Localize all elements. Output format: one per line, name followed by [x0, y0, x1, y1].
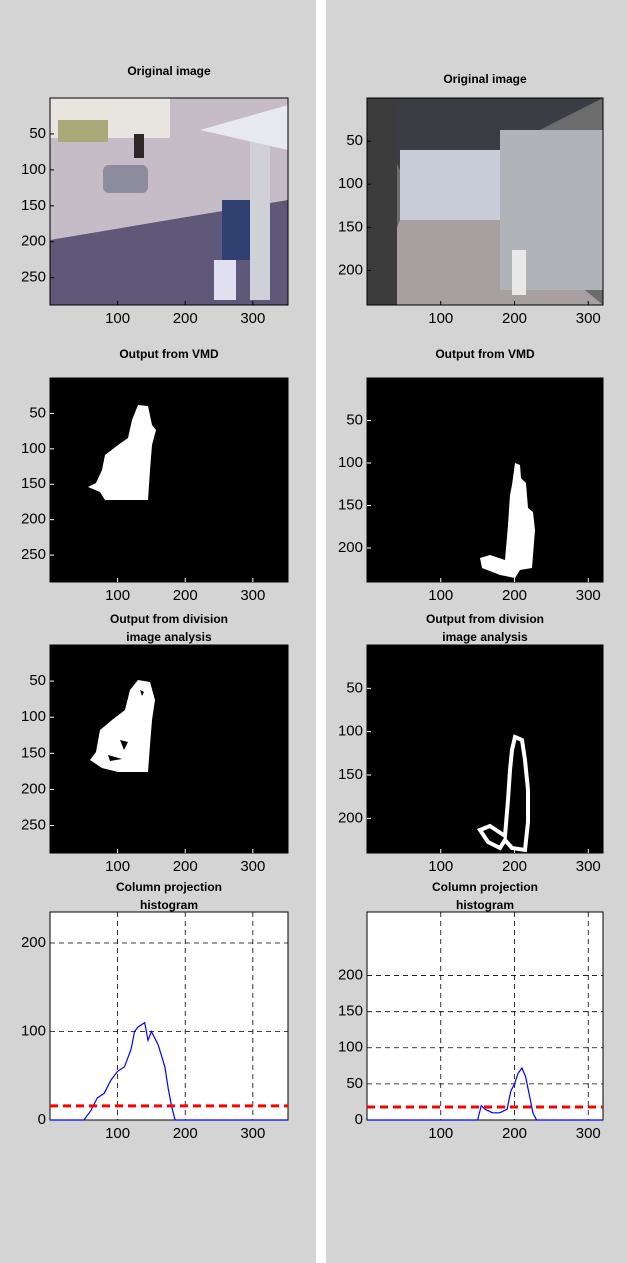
x-tick-label: 200 — [173, 1125, 198, 1142]
axes-box — [366, 644, 604, 854]
y-tick-label: 250 — [21, 546, 46, 563]
y-tick-label: 100 — [21, 1022, 46, 1039]
y-tick-label: 50 — [29, 125, 46, 142]
x-tick-label: 100 — [428, 587, 453, 604]
axes-box — [49, 644, 289, 854]
y-tick-label: 200 — [21, 233, 46, 250]
mask-image — [367, 378, 603, 582]
y-tick-label: 50 — [29, 404, 46, 421]
axes-box — [366, 377, 604, 583]
y-tick-label: 100 — [21, 161, 46, 178]
chart-title: histogram — [140, 898, 198, 912]
chart-title: Original image — [443, 72, 527, 86]
chart-title: Column projection — [116, 880, 222, 894]
y-tick-label: 100 — [338, 723, 363, 740]
axes-box — [49, 97, 289, 306]
line-series — [367, 1066, 603, 1121]
y-tick-label: 150 — [338, 496, 363, 513]
y-tick-label: 200 — [338, 261, 363, 278]
x-tick-label: 300 — [576, 858, 601, 875]
x-tick-label: 200 — [173, 587, 198, 604]
y-tick-label: 200 — [338, 809, 363, 826]
x-tick-label: 100 — [428, 1125, 453, 1142]
y-tick-label: 200 — [21, 780, 46, 797]
y-tick-label: 0 — [355, 1111, 363, 1128]
mask-background — [50, 378, 603, 853]
mask-blob — [480, 463, 535, 578]
x-tick-label: 100 — [105, 310, 130, 327]
chart-title: Column projection — [432, 880, 538, 894]
chart-title: image analysis — [442, 630, 528, 644]
y-tick-label: 200 — [338, 967, 363, 984]
y-tick-label: 50 — [346, 411, 363, 428]
axes-box — [49, 377, 289, 583]
plot-area — [49, 911, 289, 1121]
chart-title: Original image — [127, 64, 211, 78]
x-tick-label: 100 — [105, 587, 130, 604]
x-tick-label: 300 — [576, 587, 601, 604]
x-tick-label: 200 — [173, 310, 198, 327]
y-tick-label: 150 — [338, 218, 363, 235]
y-tick-label: 50 — [29, 672, 46, 689]
mask-layer — [88, 405, 535, 853]
x-tick-label: 300 — [576, 310, 601, 327]
x-tick-label: 300 — [240, 587, 265, 604]
axes-box — [366, 97, 604, 306]
y-tick-label: 100 — [338, 175, 363, 192]
y-tick-label: 200 — [21, 934, 46, 951]
photo-layer — [50, 98, 603, 305]
y-tick-label: 100 — [21, 440, 46, 457]
y-tick-label: 50 — [346, 132, 363, 149]
x-tick-label: 300 — [240, 310, 265, 327]
y-tick-label: 150 — [21, 744, 46, 761]
mask-edges — [476, 734, 530, 853]
photo-right — [367, 98, 603, 305]
y-tick-label: 100 — [21, 708, 46, 725]
y-tick-label: 100 — [338, 454, 363, 471]
mask-blob — [88, 405, 156, 500]
y-tick-label: 150 — [338, 766, 363, 783]
x-tick-label: 200 — [502, 587, 527, 604]
x-tick-label: 200 — [502, 1125, 527, 1142]
y-tick-label: 150 — [21, 475, 46, 492]
y-tick-label: 50 — [346, 1075, 363, 1092]
mask-image — [50, 645, 288, 853]
chart-title: Output from VMD — [119, 347, 219, 361]
x-tick-label: 100 — [105, 1125, 130, 1142]
chart-title: Output from division — [426, 612, 544, 626]
plot-area — [366, 911, 604, 1121]
x-tick-label: 200 — [502, 858, 527, 875]
x-tick-label: 300 — [240, 858, 265, 875]
y-tick-label: 50 — [346, 679, 363, 696]
y-tick-label: 200 — [21, 511, 46, 528]
x-tick-label: 100 — [428, 310, 453, 327]
y-tick-label: 150 — [338, 1003, 363, 1020]
chart-title: image analysis — [126, 630, 212, 644]
x-tick-label: 200 — [173, 858, 198, 875]
chart-title: Output from VMD — [435, 347, 535, 361]
y-tick-label: 150 — [21, 197, 46, 214]
mask-edges — [90, 680, 155, 772]
chart-title: histogram — [456, 898, 514, 912]
y-tick-label: 100 — [338, 1039, 363, 1056]
photo-left — [50, 98, 288, 305]
y-tick-label: 0 — [38, 1111, 46, 1128]
y-tick-label: 250 — [21, 817, 46, 834]
x-tick-label: 200 — [502, 310, 527, 327]
x-tick-label: 300 — [576, 1125, 601, 1142]
y-tick-label: 250 — [21, 269, 46, 286]
x-tick-label: 100 — [105, 858, 130, 875]
mask-image — [367, 645, 603, 853]
y-tick-label: 200 — [338, 539, 363, 556]
x-tick-label: 100 — [428, 858, 453, 875]
chart-title: Output from division — [110, 612, 228, 626]
x-tick-label: 300 — [240, 1125, 265, 1142]
line-series — [50, 1021, 288, 1121]
mask-image — [50, 378, 288, 582]
